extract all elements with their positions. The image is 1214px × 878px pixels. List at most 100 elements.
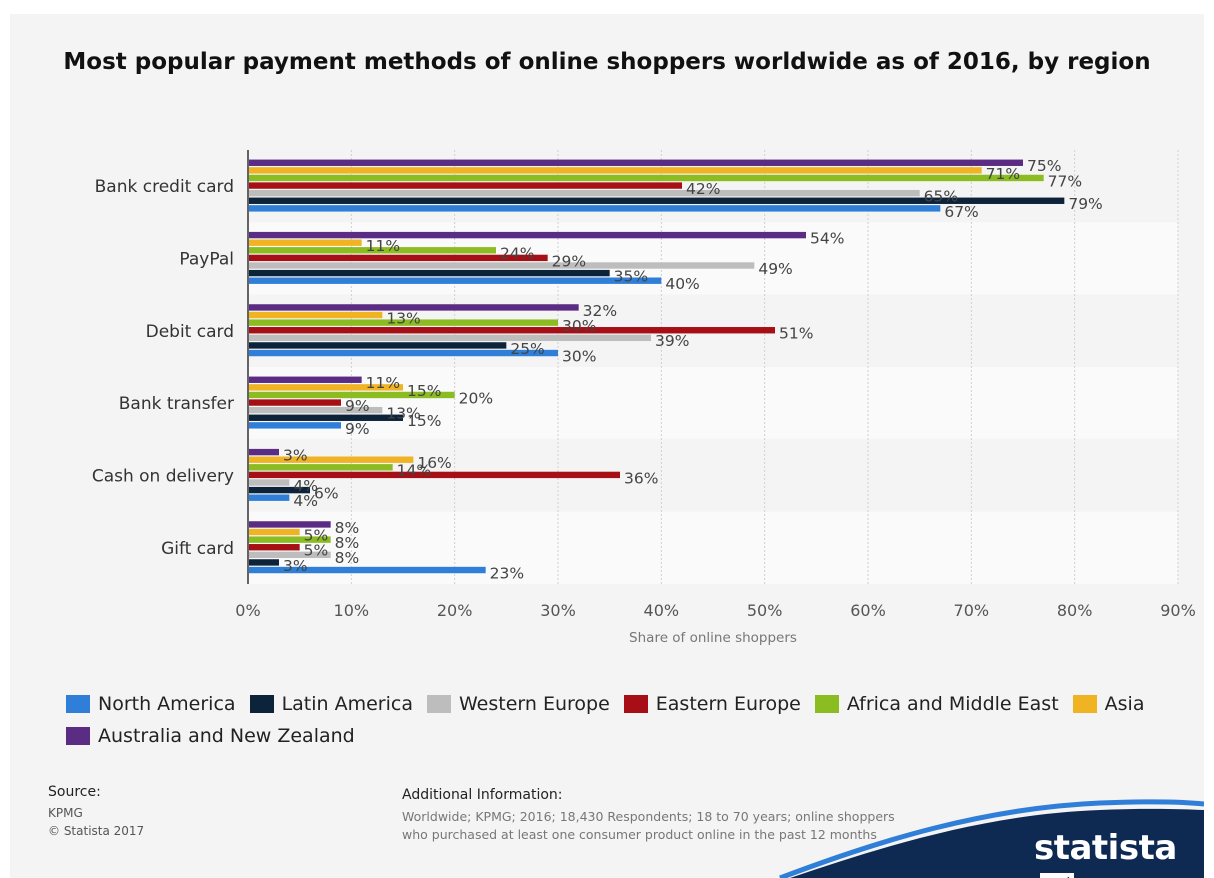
data-label: 23% — [490, 564, 524, 582]
bar — [249, 414, 403, 421]
data-label: 35% — [614, 268, 648, 286]
legend-label: Eastern Europe — [655, 693, 801, 715]
bar — [249, 167, 982, 174]
bar — [249, 269, 610, 277]
legend-label: Australia and New Zealand — [98, 725, 355, 747]
x-tick-label: 50% — [747, 601, 783, 620]
bar — [249, 349, 558, 357]
bar — [249, 342, 507, 349]
legend-swatch — [66, 695, 90, 713]
data-label: 42% — [686, 180, 720, 198]
x-tick-label: 30% — [540, 601, 576, 620]
bar — [249, 159, 1023, 166]
bar — [249, 334, 651, 342]
x-tick-label: 40% — [644, 601, 680, 620]
data-label: 13% — [386, 405, 420, 423]
legend-item[interactable]: North America — [66, 688, 236, 720]
bar — [249, 327, 775, 334]
legend-swatch — [1072, 695, 1097, 713]
bar — [249, 399, 341, 406]
bar — [249, 247, 496, 254]
bar — [249, 544, 300, 551]
bar — [249, 311, 383, 319]
legend-swatch — [814, 695, 839, 713]
data-label: 39% — [655, 332, 689, 350]
legend-item[interactable]: Australia and New Zealand — [66, 720, 355, 752]
data-label: 4% — [293, 477, 318, 495]
bar — [249, 528, 300, 536]
category-label: Cash on delivery — [92, 467, 234, 487]
copyright-text: © Statista 2017 — [48, 824, 145, 838]
x-tick-label: 90% — [1160, 601, 1196, 620]
chart-card: Most popular payment methods of online s… — [10, 14, 1204, 878]
category-label: Debit card — [146, 322, 234, 342]
bar — [249, 197, 1065, 204]
bar — [249, 376, 362, 383]
bar-chart: 0% 10% 20% 30% 40% 50% 60% 70% 80% 90% Bank credit… — [92, 150, 1196, 646]
bar — [249, 304, 579, 311]
data-label: 75% — [1027, 157, 1061, 175]
category-label: Bank transfer — [119, 394, 234, 414]
bar — [249, 456, 414, 463]
data-label: 67% — [944, 203, 978, 221]
x-tick-label: 80% — [1057, 601, 1093, 620]
data-label: 5% — [304, 542, 329, 560]
data-label: 77% — [1048, 172, 1082, 190]
x-tick-label: 70% — [954, 601, 990, 620]
legend-label: Asia — [1104, 693, 1145, 715]
source-name: KPMG — [48, 806, 83, 820]
data-label: 13% — [386, 309, 420, 327]
data-label: 49% — [758, 260, 792, 278]
legend-label: Africa and Middle East — [846, 693, 1059, 715]
bar — [249, 262, 755, 269]
data-label: 3% — [283, 557, 308, 575]
legend-item[interactable]: Eastern Europe — [623, 688, 801, 720]
statista-logo[interactable]: statista — [1034, 828, 1204, 878]
bar — [249, 494, 290, 501]
data-label: 9% — [345, 397, 370, 415]
bar — [249, 319, 558, 326]
data-label: 79% — [1068, 195, 1102, 213]
legend-swatch — [623, 695, 648, 713]
x-tick-label: 20% — [437, 601, 473, 620]
bar — [249, 205, 941, 212]
category-label: Bank credit card — [95, 177, 234, 197]
data-label: 4% — [293, 492, 318, 510]
chart-title: Most popular payment methods of online s… — [63, 49, 1151, 75]
legend-item[interactable]: Western Europe — [426, 688, 610, 720]
data-label: 8% — [335, 519, 360, 537]
bar — [249, 422, 341, 429]
legend-swatch — [249, 695, 274, 713]
data-label: 20% — [459, 389, 493, 407]
data-label: 36% — [624, 469, 658, 487]
data-label: 30% — [562, 317, 596, 335]
x-tick-label: 10% — [334, 601, 370, 620]
data-label: 71% — [986, 165, 1020, 183]
bar — [249, 464, 393, 471]
legend-item[interactable]: Latin America — [249, 688, 413, 720]
legend-item[interactable]: Africa and Middle East — [814, 688, 1059, 720]
x-tick-label: 60% — [850, 601, 886, 620]
data-label: 25% — [510, 340, 544, 358]
data-label: 8% — [335, 549, 360, 567]
additional-info-text: Worldwide; KPMG; 2016; 18,430 Respondent… — [402, 809, 895, 842]
x-tick-label: 0% — [235, 601, 260, 620]
chart-legend: North America Latin America Western Europe… — [66, 688, 1196, 752]
brand-wave-graphic — [779, 799, 1204, 878]
bar — [249, 406, 383, 414]
bar — [249, 189, 920, 197]
data-label: 15% — [407, 382, 441, 400]
bar — [249, 559, 279, 566]
bar — [249, 239, 362, 246]
bar — [249, 471, 620, 479]
data-label: 14% — [397, 462, 431, 480]
bar — [249, 486, 310, 494]
data-label: 3% — [283, 447, 308, 465]
bar — [249, 391, 455, 399]
statista-logo-icon — [1040, 873, 1074, 878]
data-label: 6% — [314, 485, 339, 503]
data-label: 5% — [304, 526, 329, 544]
legend-item[interactable]: Asia — [1072, 688, 1145, 720]
bar — [249, 521, 331, 528]
bar — [249, 384, 403, 391]
